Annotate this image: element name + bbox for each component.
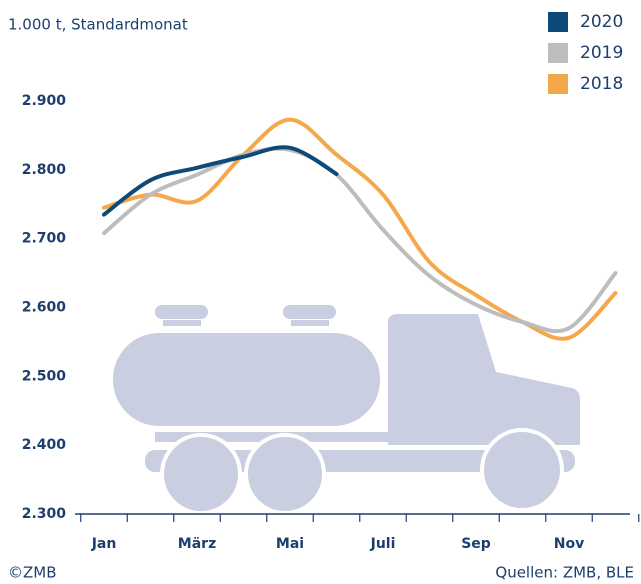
truck-illustration — [113, 305, 580, 515]
x-tick-label: Juli — [370, 536, 396, 552]
y-tick-label: 2.800 — [22, 162, 67, 178]
y-tick-label: 2.600 — [22, 300, 67, 316]
x-tick-label: Sep — [461, 536, 491, 552]
legend-label: 2019 — [580, 43, 623, 63]
y-tick-label: 2.500 — [22, 368, 67, 384]
footer-left: ©ZMB — [8, 564, 57, 582]
legend-swatch — [548, 74, 568, 94]
legend-swatch — [548, 12, 568, 32]
y-tick-label: 2.700 — [22, 231, 67, 247]
line-series — [102, 145, 339, 217]
legend-label: 2018 — [580, 74, 623, 94]
x-tick-label: Jan — [91, 536, 117, 552]
subtitle: 1.000 t, Standardmonat — [8, 16, 188, 34]
legend-label: 2020 — [580, 12, 623, 32]
y-tick-label: 2.300 — [22, 506, 67, 522]
x-tick-label: Mai — [276, 536, 304, 552]
footer-right: Quellen: ZMB, BLE — [495, 564, 634, 582]
x-tick-label: März — [178, 536, 216, 552]
legend-swatch — [548, 43, 568, 63]
x-tick-label: Nov — [554, 536, 584, 552]
y-tick-label: 2.900 — [22, 93, 67, 109]
y-tick-label: 2.400 — [22, 437, 67, 453]
line-series — [102, 146, 618, 334]
